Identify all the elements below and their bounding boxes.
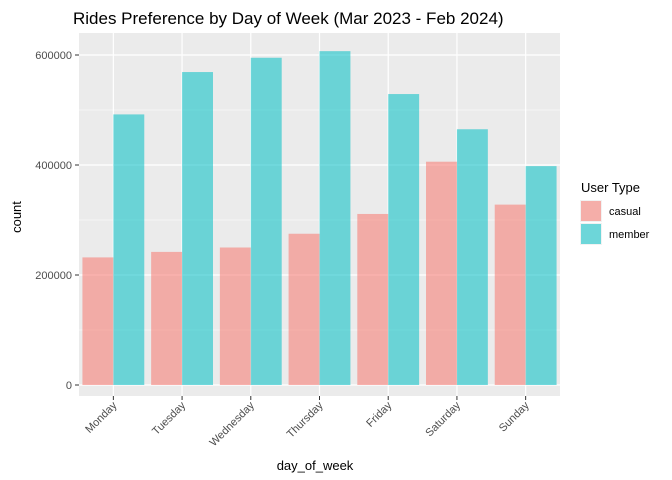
x-tick-label-sunday: Sunday <box>497 399 532 434</box>
x-tick-label-thursday: Thursday <box>285 399 326 440</box>
bar-casual-sunday <box>494 204 526 385</box>
x-tick-label-friday: Friday <box>364 399 394 429</box>
legend-title: User Type <box>581 180 640 195</box>
x-tick-label-wednesday: Wednesday <box>207 399 257 449</box>
x-tick-label-tuesday: Tuesday <box>150 399 188 437</box>
bar-member-saturday <box>456 129 488 385</box>
y-axis-title: count <box>9 201 24 233</box>
bar-casual-monday <box>82 257 114 385</box>
bar-member-friday <box>388 94 420 386</box>
y-tick-label: 0 <box>66 380 72 392</box>
bars <box>82 51 557 386</box>
y-axis: 0 200000 400000 600000 <box>35 50 79 392</box>
legend-label-member: member <box>609 229 650 241</box>
bar-casual-thursday <box>288 233 320 385</box>
bar-member-wednesday <box>250 57 282 385</box>
bar-member-sunday <box>525 166 557 385</box>
x-axis-title: day_of_week <box>277 458 354 473</box>
legend-label-casual: casual <box>609 206 641 218</box>
bar-member-monday <box>113 114 145 386</box>
y-tick-label: 400000 <box>35 160 72 172</box>
legend-swatch-casual <box>581 201 601 221</box>
bar-casual-saturday <box>426 161 457 385</box>
legend: User Type casual member <box>580 180 650 245</box>
x-axis: Monday Tuesday Wednesday Thursday Friday Satu… <box>83 396 532 449</box>
y-tick-label: 600000 <box>35 50 72 62</box>
x-tick-label-saturday: Saturday <box>423 399 463 439</box>
bar-casual-wednesday <box>219 247 251 385</box>
bar-casual-friday <box>357 213 389 385</box>
legend-swatch-member <box>581 224 601 244</box>
bar-casual-tuesday <box>151 251 183 385</box>
bar-member-tuesday <box>182 72 213 386</box>
bar-member-thursday <box>319 51 351 386</box>
x-tick-label-monday: Monday <box>83 399 120 436</box>
y-tick-label: 200000 <box>35 270 72 282</box>
chart-title: Rides Preference by Day of Week (Mar 202… <box>73 9 504 28</box>
